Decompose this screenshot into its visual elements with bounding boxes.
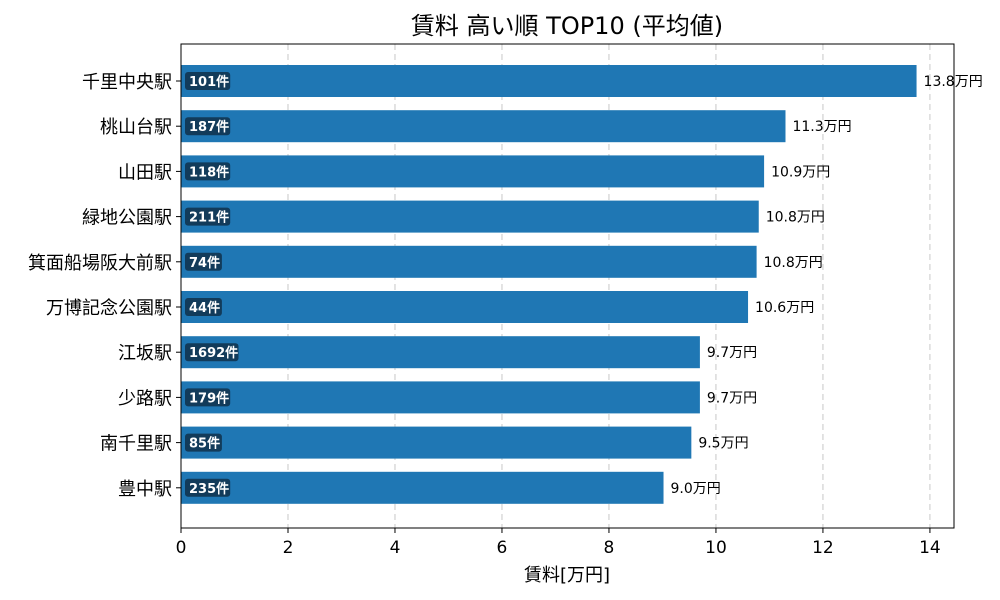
bar (181, 426, 692, 459)
bar (181, 110, 786, 143)
count-label: 118件 (189, 164, 229, 180)
plot-frame (180, 43, 955, 529)
value-label: 9.5万円 (698, 436, 748, 452)
count-badge (185, 252, 222, 271)
value-label: 9.7万円 (707, 390, 757, 406)
category-label: 桃山台駅 (100, 117, 172, 138)
value-label: 13.8万円 (924, 74, 983, 90)
x-tick-label: 4 (390, 538, 401, 558)
x-axis-ticks: 0 2 4 6 8 10 12 14 (176, 528, 941, 558)
category-label: 豊中駅 (118, 479, 172, 500)
x-tick-label: 8 (604, 538, 615, 558)
bar (181, 65, 917, 97)
count-badge (185, 478, 231, 497)
x-tick-label: 10 (705, 538, 727, 558)
category-label: 箕面船場阪大前駅 (28, 253, 172, 274)
bar (181, 155, 765, 188)
bar (181, 471, 664, 504)
category-label: 緑地公園駅 (82, 208, 172, 229)
value-label: 11.3万円 (792, 119, 851, 135)
category-label: 少路駅 (118, 388, 172, 409)
category-label: 千里中央駅 (82, 72, 172, 93)
bar (181, 381, 700, 414)
value-label: 9.7万円 (707, 345, 757, 361)
count-label: 211件 (189, 210, 229, 226)
count-badge (185, 207, 231, 226)
category-label: 山田駅 (118, 162, 172, 183)
value-label: 10.6万円 (755, 300, 814, 316)
x-tick-label: 6 (497, 538, 508, 558)
count-label: 235件 (189, 481, 229, 497)
category-label: 南千里駅 (100, 434, 172, 455)
value-label: 10.8万円 (766, 210, 825, 226)
count-badge (185, 298, 222, 316)
x-tick-label: 12 (812, 538, 834, 558)
count-label: 44件 (189, 300, 220, 316)
count-badge (185, 343, 239, 362)
count-label: 187件 (189, 119, 229, 135)
category-label: 万博記念公園駅 (46, 297, 172, 319)
count-label: 101件 (189, 74, 229, 90)
bars: 101件 13.8万円 187件 11.3万円 118件 10.9万円 211件 10.8万円… (181, 65, 983, 504)
value-label: 10.9万円 (771, 164, 830, 180)
bar (181, 336, 700, 369)
bar (181, 245, 757, 278)
bar (181, 291, 749, 323)
bar (181, 200, 759, 233)
count-label: 85件 (189, 436, 220, 452)
count-badge (185, 433, 222, 452)
category-label: 江坂駅 (118, 343, 172, 364)
x-tick-label: 0 (176, 538, 187, 558)
count-label: 1692件 (189, 345, 238, 361)
chart-title: 賃料 高い順 TOP10 (平均値) (411, 12, 723, 40)
x-tick-label: 2 (283, 538, 294, 558)
count-badge (185, 388, 231, 407)
count-badge (185, 162, 231, 181)
count-badge (185, 72, 231, 90)
value-label: 10.8万円 (764, 255, 823, 271)
count-label: 179件 (189, 390, 229, 406)
count-label: 74件 (189, 255, 220, 271)
value-label: 9.0万円 (671, 481, 721, 497)
x-axis-label: 賃料[万円] (524, 565, 610, 586)
y-axis-categories: 千里中央駅桃山台駅山田駅緑地公園駅箕面船場阪大前駅万博記念公園駅江坂駅少路駅南千… (28, 72, 181, 500)
x-tick-label: 14 (919, 538, 941, 558)
count-badge (185, 117, 231, 136)
